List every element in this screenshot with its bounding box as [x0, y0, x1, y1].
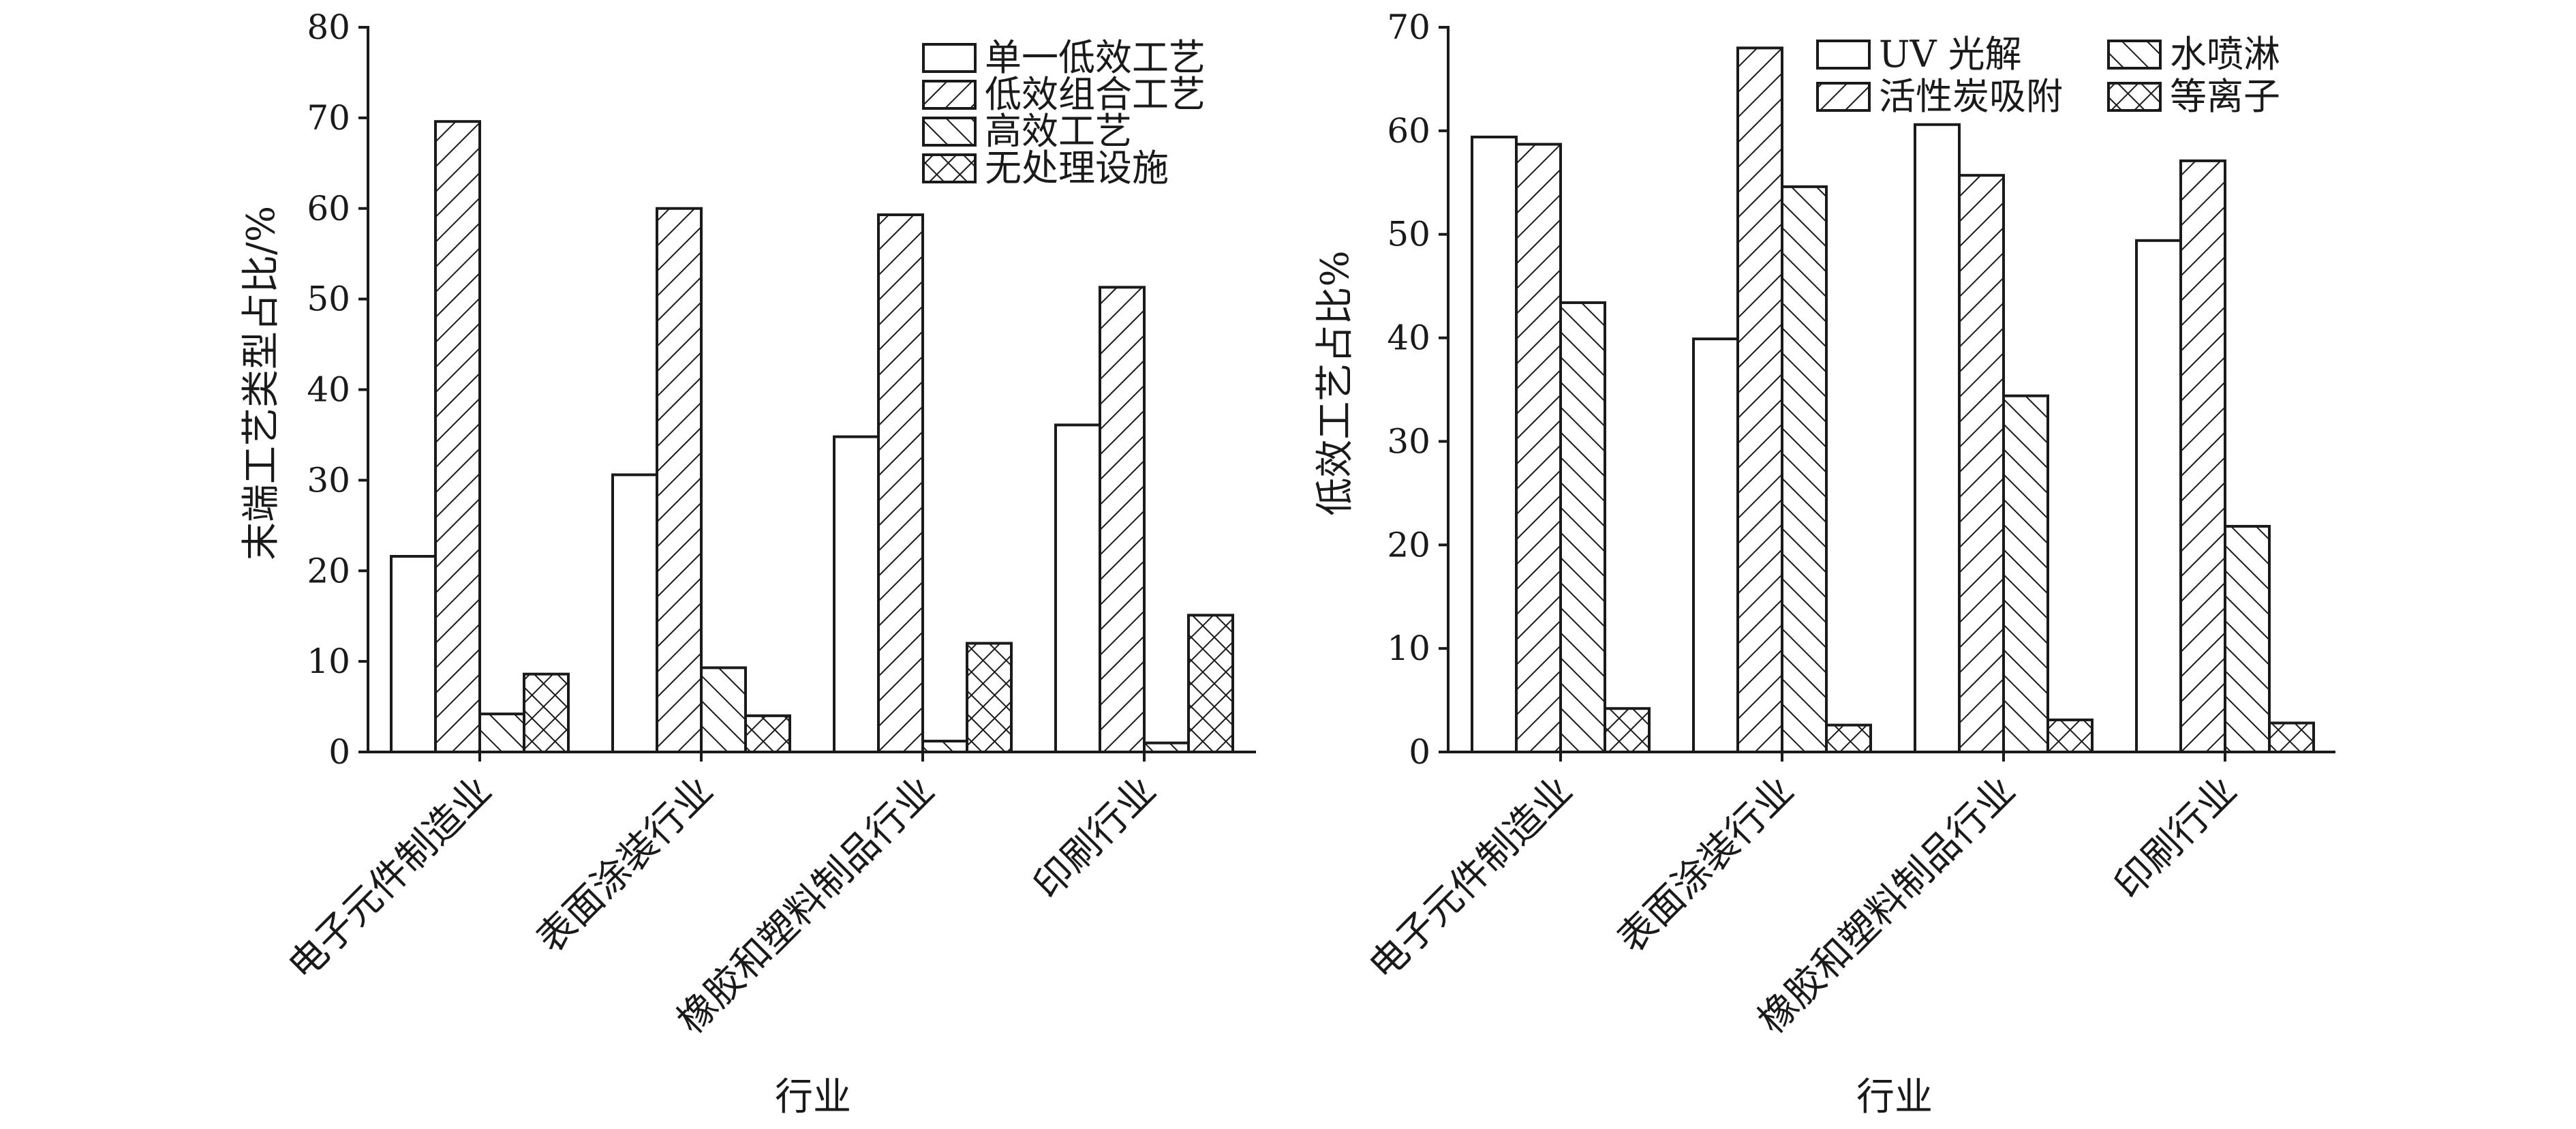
left-legend-swatch [922, 43, 977, 73]
right-y-tick-label: 70 [1387, 7, 1430, 47]
left-bar [523, 672, 570, 753]
right-y-tick-label: 30 [1387, 421, 1430, 461]
left-legend-label: 无处理设施 [985, 147, 1169, 190]
left-bar [390, 554, 437, 753]
left-bar [1143, 741, 1190, 754]
left-x-tick-label: 表面涂装行业 [528, 768, 722, 962]
left-legend-label: 高效工艺 [985, 110, 1132, 153]
left-legend-swatch [922, 153, 977, 183]
left-y-axis-title: 末端工艺类型占比/% [239, 206, 283, 560]
right-legend-swatch [2107, 40, 2162, 70]
right-legend-swatch [2107, 82, 2162, 112]
left-bar [921, 740, 968, 754]
right-bar [1736, 46, 1783, 753]
right-y-tick-label: 40 [1387, 318, 1430, 358]
right-y-tick-label: 0 [1409, 732, 1430, 772]
right-legend-label: 活性炭吸附 [1879, 75, 2063, 118]
left-legend-swatch [922, 117, 977, 147]
right-y-tick-label: 50 [1387, 215, 1430, 254]
left-bar [434, 120, 481, 753]
right-bar [2002, 394, 2049, 753]
left-bar [700, 666, 747, 754]
right-y-tick-label: 10 [1387, 629, 1430, 668]
left-y-tick-label: 60 [307, 189, 350, 228]
left-bar [877, 213, 924, 753]
right-x-tick-label: 电子元件制造业 [1361, 768, 1581, 989]
right-legend-swatch [1816, 40, 1871, 70]
right-y-tick-label: 20 [1387, 525, 1430, 564]
left-bar-chart: 行业 末端工艺类型占比/% 0 10 20 30 40 50 60 70 80 电子元件制造业 表面… [239, 7, 1256, 1119]
left-legend-swatch [922, 80, 977, 110]
left-bar [478, 712, 525, 754]
right-legend-label: 等离子 [2170, 75, 2280, 118]
left-y-tick-label: 20 [307, 551, 350, 590]
left-x-axis-title: 行业 [775, 1075, 851, 1119]
right-bar [1515, 142, 1562, 753]
left-x-tick-label: 印刷行业 [1026, 768, 1165, 907]
left-bar [833, 435, 880, 753]
left-y-tick-label: 80 [307, 7, 350, 47]
left-y-tick-label: 70 [307, 98, 350, 138]
right-bar [2179, 159, 2226, 754]
right-bar [1914, 123, 1961, 753]
right-x-tick-label: 印刷行业 [2106, 768, 2245, 907]
right-bar [1958, 174, 2005, 753]
right-legend-label: UV 光解 [1879, 33, 2022, 76]
left-legend-label: 低效组合工艺 [985, 73, 1206, 116]
right-bar [2224, 524, 2271, 753]
left-x-tick-label: 电子元件制造业 [280, 768, 500, 989]
left-y-tick-label: 10 [307, 642, 350, 681]
right-legend-swatch [1816, 82, 1871, 112]
left-bar [1099, 286, 1146, 753]
right-bar [2135, 239, 2182, 753]
left-y-tick-label: 50 [307, 280, 350, 319]
right-x-axis-title: 行业 [1856, 1075, 1933, 1119]
left-y-tick-label: 30 [307, 460, 350, 500]
left-legend-label: 单一低效工艺 [985, 36, 1206, 79]
right-bar [1559, 301, 1606, 753]
right-legend-label: 水喷淋 [2170, 33, 2280, 76]
right-y-tick-label: 60 [1387, 111, 1430, 151]
left-y-tick-label: 0 [328, 732, 350, 772]
right-x-tick-label: 表面涂装行业 [1609, 768, 1803, 962]
left-bar [744, 714, 791, 753]
left-bar [1187, 614, 1234, 754]
right-bar [1471, 135, 1518, 753]
right-bar [1781, 185, 1828, 753]
right-y-axis-title: 低效工艺占比% [1313, 250, 1358, 515]
right-bar [2268, 721, 2315, 753]
left-bar [1054, 423, 1101, 753]
right-bar [1692, 337, 1739, 753]
left-bar [611, 473, 658, 754]
right-bar [1825, 723, 1872, 753]
left-y-tick-label: 40 [307, 370, 350, 410]
left-bar [966, 642, 1013, 753]
right-bar [1604, 707, 1651, 753]
right-bar [2046, 718, 2094, 754]
left-bar [656, 207, 703, 753]
